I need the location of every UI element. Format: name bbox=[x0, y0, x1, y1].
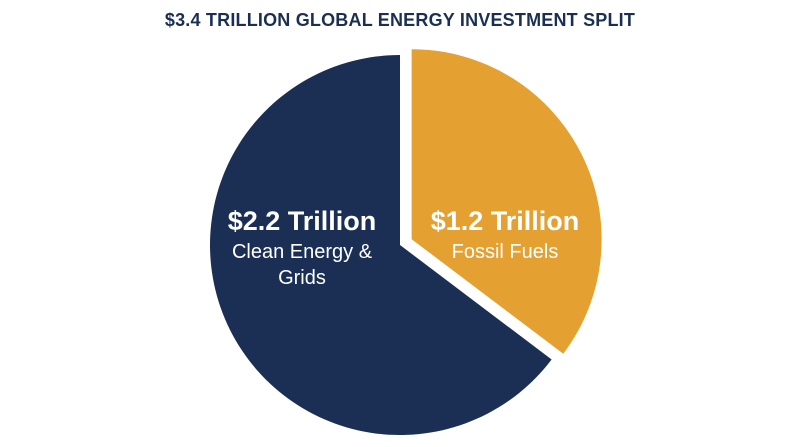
pie-slice bbox=[411, 49, 602, 354]
slice-label: $1.2 Trillion Fossil Fuels bbox=[420, 205, 590, 265]
value-label: $2.2 Trillion bbox=[227, 206, 377, 236]
category-label: Clean Energy & Grids bbox=[231, 241, 373, 289]
chart-title: $3.4 TRILLION GLOBAL ENERGY INVESTMENT S… bbox=[164, 10, 636, 30]
category-label: Fossil Fuels bbox=[451, 241, 559, 263]
slice-label: $2.2 Trillion Clean Energy & Grids bbox=[217, 205, 387, 291]
pie-slice bbox=[210, 55, 552, 435]
value-label: $1.2 Trillion bbox=[430, 206, 580, 236]
